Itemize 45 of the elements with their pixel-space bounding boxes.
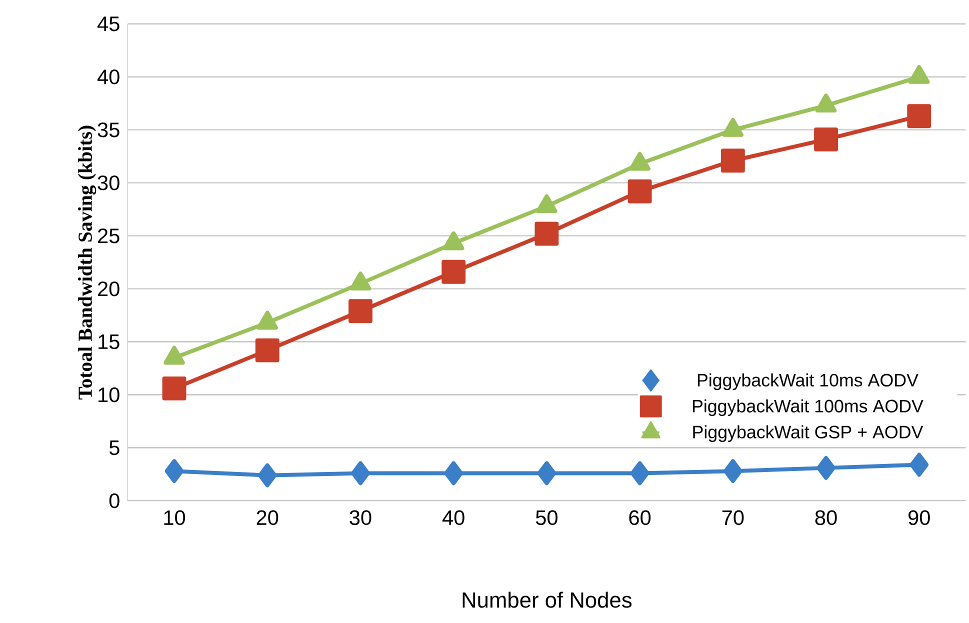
y-tick-label: 15 <box>98 334 120 349</box>
x-tick-label: 80 <box>815 510 837 525</box>
y-tick-label: 5 <box>109 440 120 455</box>
point <box>444 461 464 485</box>
y-tick-label: 40 <box>97 69 120 84</box>
x-tick-label: 20 <box>256 510 278 525</box>
point <box>164 458 184 483</box>
x-tick-label: 90 <box>908 510 930 525</box>
x-axis-title: Number of Nodes <box>462 591 632 608</box>
point <box>348 298 372 323</box>
point <box>258 463 277 488</box>
x-tick-label: 60 <box>629 510 651 525</box>
point <box>351 461 370 485</box>
point <box>350 271 372 290</box>
point <box>629 152 650 171</box>
x-tick-label: 30 <box>350 510 372 525</box>
y-tick-label: 10 <box>98 387 120 402</box>
point <box>722 118 744 137</box>
x-tick-label: 10 <box>164 510 186 525</box>
point <box>442 260 466 284</box>
y-tick-label: 0 <box>109 493 120 508</box>
y-tick-label: 20 <box>98 281 120 296</box>
point <box>908 64 930 84</box>
point <box>815 93 837 112</box>
x-tick-label: 40 <box>442 510 464 525</box>
point <box>536 194 558 213</box>
y-tick-label: 45 <box>97 16 120 31</box>
point <box>537 461 556 485</box>
point <box>162 376 186 400</box>
point <box>723 458 742 483</box>
point <box>910 452 929 476</box>
y-tick-label: 35 <box>98 122 120 138</box>
legend-label: PiggybackWait 10ms AODV <box>698 373 918 390</box>
point <box>816 456 836 480</box>
legend-label: PiggybackWait GSP + AODV <box>693 425 924 442</box>
point <box>442 231 464 250</box>
x-tick-label: 50 <box>536 510 558 525</box>
x-tick-label: 70 <box>722 510 744 525</box>
y-axis-title: Totoal Bandwidth Saving (kbits) <box>78 126 96 400</box>
point <box>256 310 278 330</box>
point <box>255 338 280 362</box>
y-tick-label: 30 <box>98 175 120 190</box>
legend-label: PiggybackWait 100ms AODV <box>692 399 924 416</box>
point <box>630 461 650 485</box>
y-tick-label: 25 <box>98 228 120 244</box>
